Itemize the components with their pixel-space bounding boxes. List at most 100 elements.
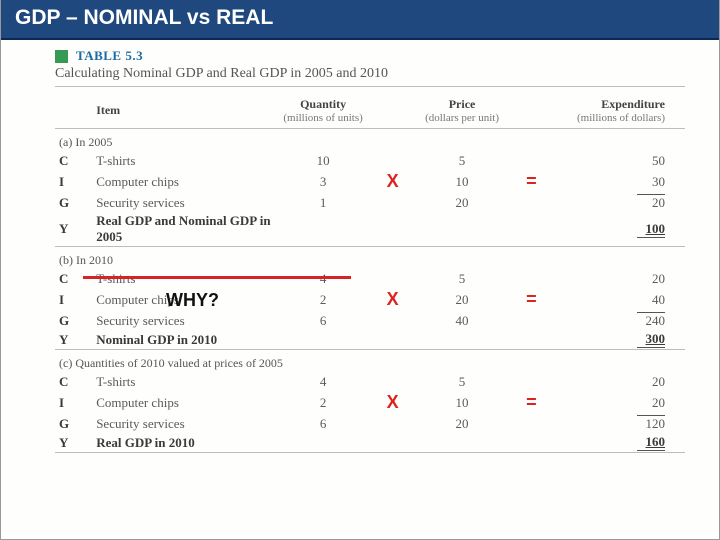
row-price: 5	[414, 152, 510, 170]
table-row: CT-shirts4520	[55, 270, 685, 288]
row-qty: 4	[275, 373, 371, 391]
row-qty: 2	[275, 288, 371, 311]
total-row: YReal GDP in 2010 160	[55, 433, 685, 453]
row-code: C	[55, 152, 92, 170]
title-bar: GDP – NOMINAL vs REAL	[1, 0, 719, 40]
multiply-annotation	[371, 270, 414, 288]
row-qty: 2	[275, 391, 371, 414]
header-quantity: Quantity(millions of units)	[275, 95, 371, 129]
row-item: T-shirts	[92, 270, 275, 288]
section-divider	[55, 453, 685, 454]
total-spacer	[275, 330, 553, 350]
equals-annotation	[510, 414, 553, 433]
table-row: IComputer chips3X10=30	[55, 170, 685, 193]
header-blank-op1	[371, 95, 414, 129]
row-price: 10	[414, 391, 510, 414]
row-price: 20	[414, 193, 510, 212]
row-exp: 40	[553, 288, 685, 311]
total-label: Nominal GDP in 2010	[92, 330, 275, 350]
row-price: 40	[414, 311, 510, 330]
row-code: C	[55, 373, 92, 391]
row-qty: 6	[275, 414, 371, 433]
total-spacer	[275, 433, 553, 453]
table-row: GSecurity services6 40 240	[55, 311, 685, 330]
table-header-row: Item Quantity(millions of units) Price(d…	[55, 95, 685, 129]
row-item: Security services	[92, 311, 275, 330]
table-row: GSecurity services620120	[55, 414, 685, 433]
table-subtitle: Calculating Nominal GDP and Real GDP in …	[55, 66, 685, 87]
row-exp: 240	[553, 311, 685, 330]
row-exp: 20	[553, 391, 685, 414]
section-label: (c) Quantities of 2010 valued at prices …	[55, 350, 685, 373]
row-price: 10	[414, 170, 510, 193]
section-label: (b) In 2010	[55, 247, 685, 270]
total-exp: 160	[553, 433, 685, 453]
header-expenditure: Expenditure(millions of dollars)	[553, 95, 685, 129]
header-blank-op2	[510, 95, 553, 129]
row-code: I	[55, 391, 92, 414]
row-code: C	[55, 270, 92, 288]
row-code: G	[55, 414, 92, 433]
multiply-annotation	[371, 193, 414, 212]
table-row: IComputer chips2X10=20	[55, 391, 685, 414]
row-qty: 6	[275, 311, 371, 330]
row-exp: 20	[553, 373, 685, 391]
table-body: (a) In 2005CT-shirts10550IComputer chips…	[55, 129, 685, 454]
total-row: YReal GDP and Nominal GDP in 2005 100	[55, 212, 685, 247]
row-code: I	[55, 288, 92, 311]
total-exp: 300	[553, 330, 685, 350]
equals-annotation	[510, 152, 553, 170]
why-annotation: WHY?	[166, 290, 219, 311]
slide: GDP – NOMINAL vs REAL TABLE 5.3 Calculat…	[0, 0, 720, 540]
equals-annotation	[510, 270, 553, 288]
row-item: T-shirts	[92, 373, 275, 391]
row-qty: 1	[275, 193, 371, 212]
row-price: 20	[414, 288, 510, 311]
total-row: YNominal GDP in 2010 300	[55, 330, 685, 350]
row-price: 5	[414, 270, 510, 288]
row-item: Computer chips	[92, 391, 275, 414]
total-label: Real GDP and Nominal GDP in 2005	[92, 212, 275, 247]
row-item: Security services	[92, 193, 275, 212]
total-label: Real GDP in 2010	[92, 433, 275, 453]
row-price: 5	[414, 373, 510, 391]
equals-annotation	[510, 193, 553, 212]
total-code: Y	[55, 330, 92, 350]
equals-annotation: =	[510, 170, 553, 193]
row-item: Computer chips	[92, 170, 275, 193]
table-number: TABLE 5.3	[76, 48, 143, 64]
multiply-annotation	[371, 152, 414, 170]
multiply-annotation: X	[371, 391, 414, 414]
row-code: I	[55, 170, 92, 193]
multiply-annotation: X	[371, 288, 414, 311]
equals-annotation	[510, 373, 553, 391]
table-row: CT-shirts10 5 50	[55, 152, 685, 170]
multiply-annotation	[371, 373, 414, 391]
total-code: Y	[55, 212, 92, 247]
equals-annotation: =	[510, 391, 553, 414]
total-spacer	[275, 212, 553, 247]
row-exp: 20	[553, 270, 685, 288]
row-exp: 30	[553, 170, 685, 193]
multiply-annotation	[371, 311, 414, 330]
equals-annotation	[510, 311, 553, 330]
red-underline-annotation	[83, 276, 351, 279]
row-qty: 10	[275, 152, 371, 170]
gdp-table: Item Quantity(millions of units) Price(d…	[55, 95, 685, 453]
header-blank	[55, 95, 92, 129]
row-code: G	[55, 311, 92, 330]
total-exp: 100	[553, 212, 685, 247]
row-exp: 20	[553, 193, 685, 212]
slide-title: GDP – NOMINAL vs REAL	[15, 6, 273, 29]
table-row: IComputer chips2X20=40	[55, 288, 685, 311]
row-price: 20	[414, 414, 510, 433]
row-exp: 120	[553, 414, 685, 433]
equals-annotation: =	[510, 288, 553, 311]
total-code: Y	[55, 433, 92, 453]
table-row: GSecurity services12020	[55, 193, 685, 212]
row-exp: 50	[553, 152, 685, 170]
table-container: TABLE 5.3 Calculating Nominal GDP and Re…	[1, 40, 719, 453]
section-label: (a) In 2005	[55, 129, 685, 153]
multiply-annotation: X	[371, 170, 414, 193]
row-item: T-shirts	[92, 152, 275, 170]
